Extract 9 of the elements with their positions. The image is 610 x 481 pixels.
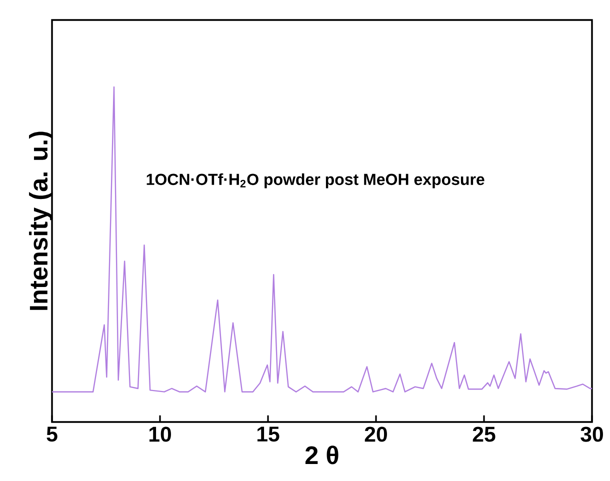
x-axis-title: 2 θ <box>305 446 338 464</box>
annotation: 1OCN·OTf·H$_{2}$O powder post MeOH exposure <box>146 173 484 188</box>
x-tick-label: 15 <box>257 426 280 442</box>
x-tick-label: 25 <box>472 426 496 442</box>
x-tick-label: 20 <box>364 426 387 442</box>
x-tick-label: 10 <box>149 426 171 442</box>
x-tick-label: 5 <box>46 426 58 442</box>
y-axis-title: Intensity (a. u.) <box>29 132 53 310</box>
x-tick-label: 30 <box>580 426 603 442</box>
